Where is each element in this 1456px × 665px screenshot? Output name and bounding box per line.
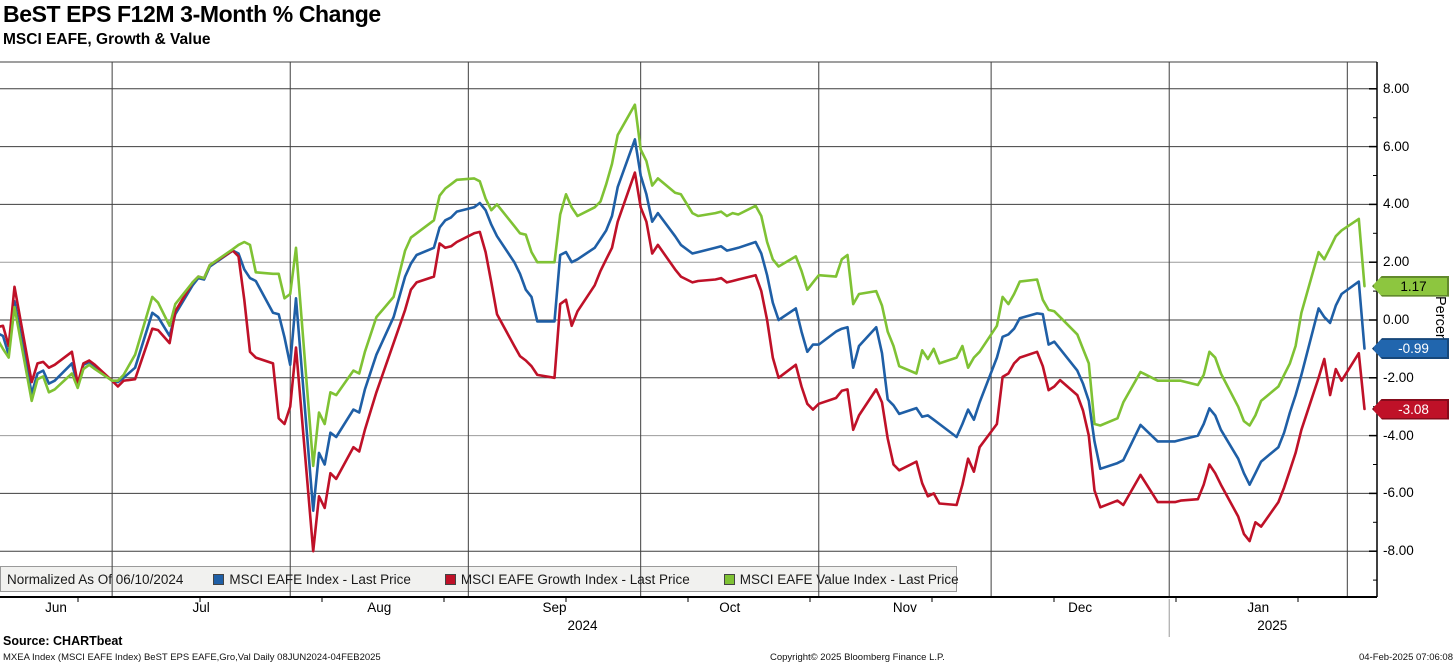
x-month-label: Nov bbox=[892, 600, 917, 615]
last-value-badge-growth: -3.08 bbox=[1372, 398, 1449, 420]
footer-copyright: Copyright© 2025 Bloomberg Finance L.P. bbox=[770, 652, 945, 663]
y-tick-label: -4.00 bbox=[1383, 427, 1414, 443]
footer-timestamp: 04-Feb-2025 07:06:08 bbox=[1358, 652, 1453, 663]
x-month-label: Aug bbox=[367, 600, 392, 615]
footer-meta: MXEA Index (MSCI EAFE Index) BeST EPS EA… bbox=[3, 652, 381, 663]
chart-title: BeST EPS F12M 3-Month % Change bbox=[3, 1, 381, 27]
y-tick-label: 4.00 bbox=[1383, 196, 1410, 212]
legend-normalized-note: Normalized As Of 06/10/2024 bbox=[7, 571, 184, 587]
x-year-label: 2024 bbox=[567, 618, 598, 633]
y-tick-label: -8.00 bbox=[1383, 543, 1414, 559]
x-month-label: Dec bbox=[1068, 600, 1093, 615]
y-tick-label: 6.00 bbox=[1383, 138, 1410, 154]
x-month-label: Sep bbox=[542, 600, 567, 615]
legend-label: MSCI EAFE Value Index - Last Price bbox=[739, 571, 959, 587]
legend-swatch-icon bbox=[444, 573, 456, 585]
legend-label: MSCI EAFE Growth Index - Last Price bbox=[460, 571, 690, 587]
legend-item-value: MSCI EAFE Value Index - Last Price bbox=[723, 571, 959, 587]
x-month-label: Jan bbox=[1247, 600, 1270, 615]
legend-item-eafe: MSCI EAFE Index - Last Price bbox=[213, 572, 411, 587]
chart-subtitle: MSCI EAFE, Growth & Value bbox=[3, 31, 211, 48]
legend-item-growth: MSCI EAFE Growth Index - Last Price bbox=[444, 571, 690, 587]
legend-swatch-icon bbox=[723, 573, 735, 585]
legend-background bbox=[0, 566, 957, 592]
x-month-label: Jul bbox=[192, 600, 210, 615]
legend: Normalized As Of 06/10/2024 MSCI EAFE In… bbox=[0, 566, 959, 592]
x-year-label: 2025 bbox=[1257, 618, 1288, 633]
y-tick-label: 0.00 bbox=[1383, 312, 1410, 327]
last-value-badge-value: 1.17 bbox=[1372, 275, 1449, 297]
legend-label: MSCI EAFE Index - Last Price bbox=[229, 571, 411, 587]
y-tick-label: -6.00 bbox=[1383, 485, 1414, 501]
series-line-value bbox=[0, 103, 1366, 468]
y-axis-title: Percent bbox=[1432, 296, 1448, 346]
y-tick-label: 8.00 bbox=[1383, 80, 1410, 96]
y-tick-label: 2.00 bbox=[1383, 254, 1410, 270]
legend-swatch-icon bbox=[213, 573, 225, 585]
last-value-badge-eafe: -0.99 bbox=[1372, 338, 1449, 360]
series-line-growth bbox=[0, 171, 1366, 553]
x-month-label: Oct bbox=[719, 600, 741, 615]
y-tick-label: -2.00 bbox=[1383, 369, 1414, 385]
footer-source: Source: CHARTbeat bbox=[3, 634, 123, 648]
x-month-label: Jun bbox=[45, 600, 67, 615]
